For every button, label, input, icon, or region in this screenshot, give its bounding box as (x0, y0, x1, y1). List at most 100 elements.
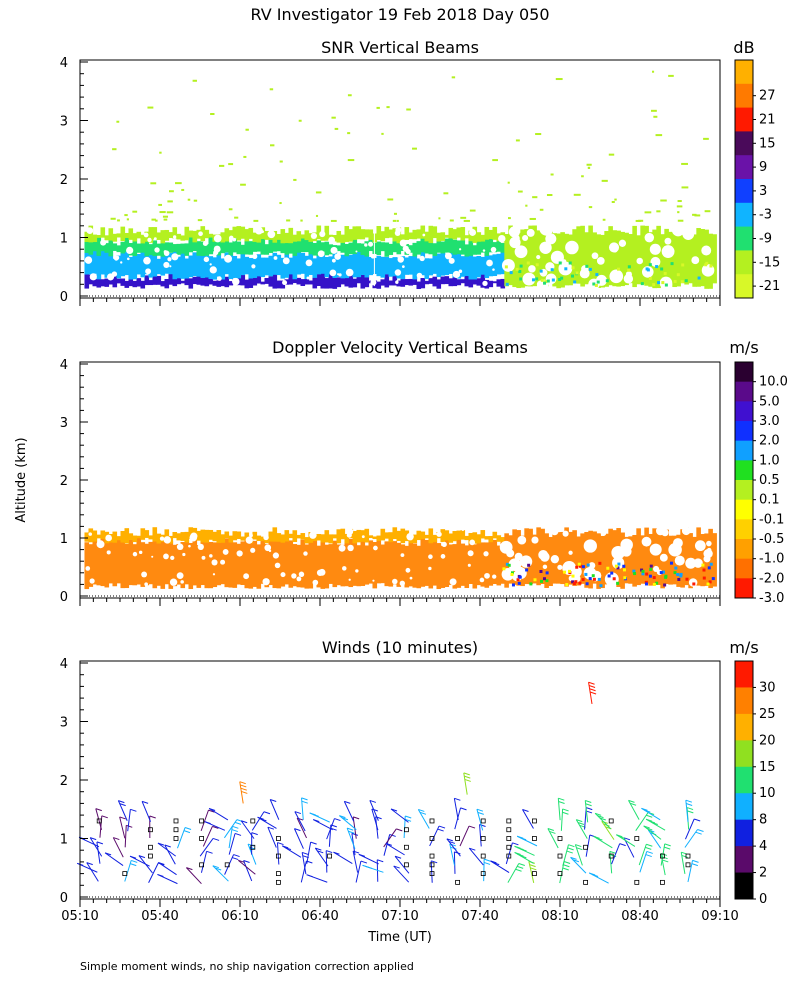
colorbar-swatch (735, 713, 753, 741)
data-gap (305, 259, 313, 267)
speckle-cell (648, 276, 652, 280)
heatmap-cell (196, 241, 202, 256)
heatmap-cell (100, 530, 106, 539)
data-gap (625, 271, 632, 278)
data-gap (151, 555, 154, 558)
data-gap (609, 269, 624, 284)
snr-point (197, 219, 203, 222)
calm-marker (660, 853, 665, 859)
heatmap-cell (244, 279, 250, 289)
speckle-cell (571, 274, 575, 278)
speckle-cell (581, 565, 585, 569)
heatmap-cell (104, 243, 110, 253)
heatmap-cell (228, 281, 234, 286)
heatmap-cell (280, 229, 286, 244)
heatmap-cell (420, 278, 426, 289)
wind-barb-flag (664, 843, 671, 847)
heatmap-cell (480, 256, 486, 275)
wind-barb-flag (131, 859, 138, 863)
heatmap-cell (92, 236, 98, 252)
heatmap-cell (172, 544, 178, 587)
wind-barb-flag (396, 828, 403, 832)
heatmap-cell (108, 538, 114, 584)
calm-marker (608, 853, 614, 859)
heatmap-cell (304, 255, 310, 280)
heatmap-cell (460, 227, 466, 241)
wind-barb-flag (101, 815, 108, 819)
wind-barb-flag (315, 847, 322, 851)
colorbar-label: 8 (759, 813, 767, 828)
wind-barb-staff (394, 855, 410, 874)
heatmap-cell (284, 236, 290, 255)
heatmap-cell (412, 543, 418, 588)
wind-barb-flag (476, 808, 484, 812)
snr-point (676, 205, 683, 208)
calm-marker (455, 836, 461, 841)
speckle-cell (519, 264, 523, 268)
heatmap-cell (596, 533, 601, 589)
wind-barb-flag (547, 828, 555, 832)
y-tick-label: 0 (60, 290, 68, 305)
heatmap-cell (404, 545, 410, 588)
snr-point (381, 132, 384, 135)
heatmap-cell (160, 539, 166, 589)
heatmap-cell (584, 532, 589, 588)
heatmap-cell (264, 230, 270, 240)
heatmap-cell (476, 534, 482, 544)
speckle-cell (660, 267, 664, 271)
heatmap-cell (152, 273, 158, 285)
heatmap-cell (152, 527, 158, 542)
wind-barb-flag (599, 817, 606, 821)
speckle-cell (697, 276, 701, 280)
wind-barb-flag (490, 860, 497, 864)
data-gap (611, 245, 616, 250)
heatmap-cell (476, 255, 482, 278)
wind-barb-staff (176, 827, 186, 849)
data-gap (448, 257, 455, 264)
heatmap-cell (444, 234, 450, 238)
data-gap (452, 270, 461, 279)
heatmap-cell (440, 529, 446, 543)
calm-marker (224, 862, 230, 868)
heatmap-cell (444, 253, 450, 276)
heatmap-cell (148, 541, 154, 585)
heatmap-cell (452, 239, 458, 255)
heatmap-cell (296, 534, 302, 539)
data-gap (492, 268, 495, 271)
wind-barb-flag (618, 835, 626, 839)
data-gap (682, 228, 695, 240)
heatmap-cell (456, 227, 462, 238)
calm-marker (147, 844, 153, 850)
heatmap-cell (304, 537, 310, 544)
snr-point (300, 219, 303, 222)
wind-barb-flag (130, 808, 137, 812)
data-gap (209, 554, 213, 558)
wind-barb-flag (301, 797, 308, 801)
data-gap (539, 221, 554, 236)
x-tick-label: 09:10 (701, 909, 738, 924)
colorbar-swatch (735, 362, 753, 383)
snr-point (110, 217, 116, 220)
heatmap-cell (432, 537, 438, 586)
calm-marker (634, 836, 640, 841)
data-gap (171, 253, 179, 261)
calm-marker (429, 853, 435, 859)
wind-barb-flag (326, 850, 333, 854)
wind-barb-staff (507, 863, 520, 883)
heatmap-cell (356, 226, 362, 240)
speckle-cell (606, 566, 610, 570)
data-gap (482, 249, 486, 252)
heatmap-cell (392, 257, 398, 277)
calm-marker (403, 844, 409, 850)
wind-barb-staff (369, 800, 379, 821)
data-gap (176, 543, 184, 551)
data-gap (296, 576, 302, 582)
wind-barb-staff (269, 799, 280, 820)
data-gap (272, 552, 280, 559)
heatmap-cell (232, 542, 238, 588)
data-gap (138, 550, 143, 555)
heatmap-cell (220, 258, 226, 280)
data-gap (249, 533, 253, 538)
